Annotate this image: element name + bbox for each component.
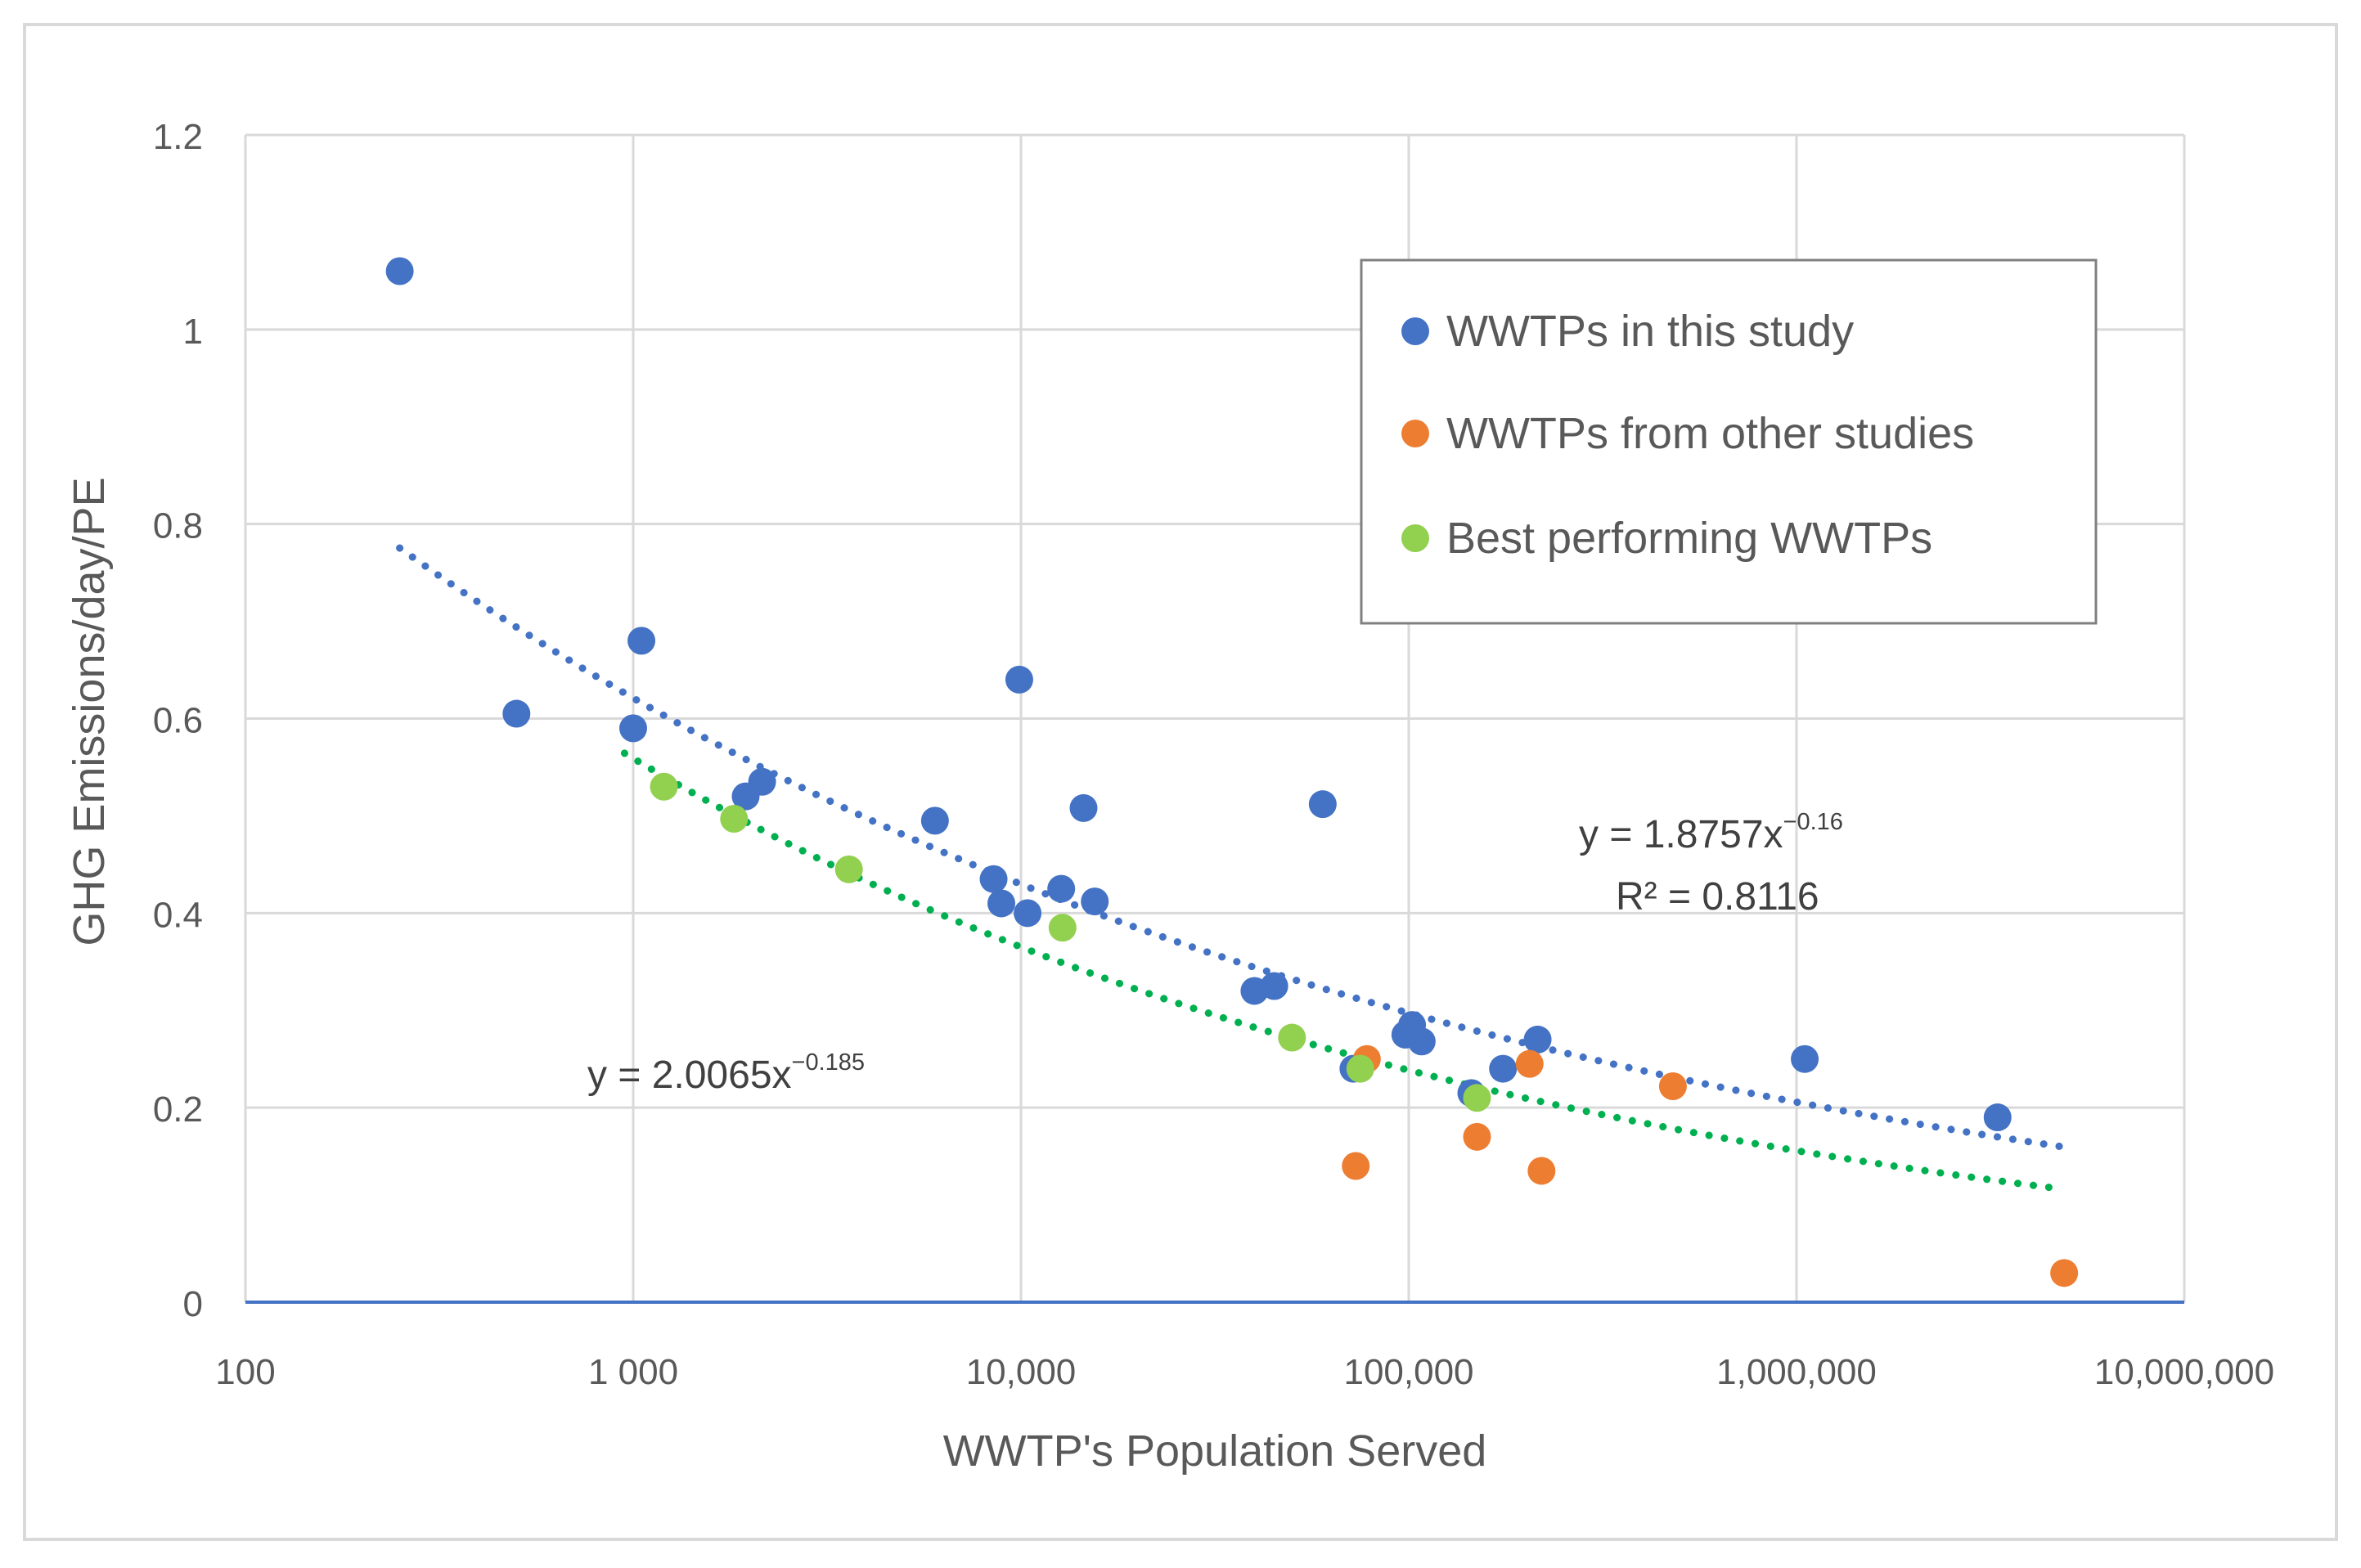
point-best-performing-wwtps-2 xyxy=(720,804,749,833)
x-tick-label-100-000: 100,000 xyxy=(1343,1352,1473,1392)
tick-labels: 0 0.2 0.4 0.6 0.8 1 1.2 100 1 000 10,000 100,000 1,… xyxy=(153,117,2274,1392)
y-tick-label-0-6: 0.6 xyxy=(153,701,203,741)
point-wwtps-from-other-studies-5 xyxy=(1527,1157,1556,1185)
y-tick-label-0-8: 0.8 xyxy=(153,506,203,546)
point-wwtps-in-this-study-25 xyxy=(1791,1045,1819,1073)
point-wwtps-from-other-studies-3 xyxy=(1463,1122,1491,1151)
trendline-equation-blue-exponent: −0.16 xyxy=(1783,809,1843,835)
chart-frame xyxy=(23,23,2338,1541)
point-best-performing-wwtps-3 xyxy=(834,855,863,883)
trendline-r-squared-blue: R² = 0.8116 xyxy=(1616,875,1819,919)
point-wwtps-in-this-study-23 xyxy=(1489,1054,1518,1083)
point-best-performing-wwtps-7 xyxy=(1463,1084,1491,1112)
y-axis-title: GHG Emissions/day/PE xyxy=(65,477,114,946)
legend-marker-best-performing xyxy=(1401,524,1429,552)
point-wwtps-from-other-studies-7 xyxy=(2050,1259,2079,1287)
x-tick-label-100: 100 xyxy=(215,1352,275,1392)
point-wwtps-in-this-study-13 xyxy=(1069,793,1098,822)
trendline-equation-green-base: y = 2.0065x xyxy=(587,1054,792,1097)
x-tick-label-1-000: 1 000 xyxy=(588,1352,678,1392)
legend-marker-wwtps-this-study xyxy=(1401,317,1429,345)
point-wwtps-from-other-studies-1 xyxy=(1342,1152,1370,1180)
y-tick-label-0: 0 xyxy=(183,1284,203,1324)
point-wwtps-in-this-study-24 xyxy=(1523,1025,1552,1054)
trendline-best-performing-wwtps-trendline xyxy=(620,749,2065,1193)
point-wwtps-in-this-study-4 xyxy=(627,627,656,655)
point-wwtps-in-this-study-14 xyxy=(1081,887,1109,916)
point-best-performing-wwtps-4 xyxy=(1048,914,1077,942)
data-points xyxy=(385,257,2079,1287)
legend-marker-wwtps-other-studies xyxy=(1401,420,1429,447)
x-tick-label-10-000-000: 10,000,000 xyxy=(2094,1352,2274,1392)
point-wwtps-in-this-study-6 xyxy=(748,767,776,796)
point-best-performing-wwtps-6 xyxy=(1346,1054,1374,1083)
legend: WWTPs in this study WWTPs from other stu… xyxy=(1360,258,2098,625)
point-wwtps-in-this-study-7 xyxy=(920,806,949,835)
trendline-wwtps-in-this-study-trendline xyxy=(396,544,2065,1151)
point-best-performing-wwtps-1 xyxy=(650,772,678,801)
trendline-equation-blue: y = 1.8757x−0.16 xyxy=(1579,809,1843,856)
y-tick-label-1-2: 1.2 xyxy=(153,117,203,157)
trendline-equation-blue-base: y = 1.8757x xyxy=(1579,813,1783,856)
trendline-equation-green: y = 2.0065x−0.185 xyxy=(587,1049,865,1097)
point-wwtps-in-this-study-26 xyxy=(1983,1103,2012,1132)
y-tick-label-0-2: 0.2 xyxy=(153,1090,203,1130)
y-tick-label-1: 1 xyxy=(183,312,203,352)
point-wwtps-in-this-study-12 xyxy=(1047,874,1076,903)
y-tick-label-0-4: 0.4 xyxy=(153,895,203,935)
legend-label-best-performing: Best performing WWTPs xyxy=(1446,514,1932,563)
x-tick-label-10-000: 10,000 xyxy=(966,1352,1077,1392)
point-wwtps-in-this-study-2 xyxy=(502,699,531,728)
x-tick-label-1-000-000: 1,000,000 xyxy=(1716,1352,1877,1392)
point-wwtps-in-this-study-8 xyxy=(979,865,1008,893)
trendline-equation-green-exponent: −0.185 xyxy=(792,1049,866,1076)
point-wwtps-in-this-study-11 xyxy=(1014,899,1042,928)
point-wwtps-in-this-study-3 xyxy=(619,714,647,743)
point-wwtps-in-this-study-16 xyxy=(1260,972,1288,1000)
point-wwtps-in-this-study-17 xyxy=(1308,790,1337,819)
legend-label-wwtps-this-study: WWTPs in this study xyxy=(1446,307,1854,356)
point-wwtps-in-this-study-21 xyxy=(1407,1027,1436,1056)
point-wwtps-from-other-studies-6 xyxy=(1658,1072,1687,1101)
point-wwtps-in-this-study-1 xyxy=(385,257,414,285)
point-wwtps-from-other-studies-4 xyxy=(1515,1049,1544,1078)
point-wwtps-in-this-study-9 xyxy=(987,889,1016,918)
x-axis-title: WWTP's Population Served xyxy=(943,1426,1487,1476)
trendlines xyxy=(396,544,2065,1193)
legend-label-wwtps-other-studies: WWTPs from other studies xyxy=(1446,409,1974,458)
legend-box xyxy=(1360,258,2098,625)
point-best-performing-wwtps-5 xyxy=(1278,1023,1306,1052)
point-wwtps-in-this-study-10 xyxy=(1005,665,1033,694)
